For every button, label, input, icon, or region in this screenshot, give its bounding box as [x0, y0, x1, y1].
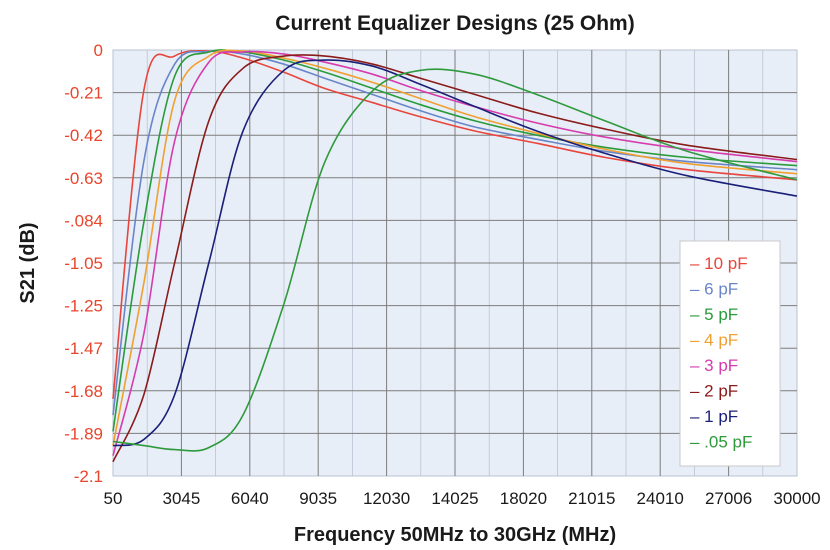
y-tick-label: -.084	[64, 211, 103, 230]
legend-item: – 10 pF	[690, 254, 748, 273]
x-tick-label: 3045	[162, 489, 200, 508]
legend-item: – 2 pF	[690, 382, 738, 401]
series-line-0	[112, 49, 798, 399]
x-axis-ticks: 50 3045 6040 9035 12030 14025 18020 21015 24010 2…	[104, 489, 821, 508]
x-tick-label: 21015	[568, 489, 615, 508]
y-tick-label: -0.63	[64, 169, 103, 188]
x-axis-title: Frequency 50MHz to 30GHz (MHz)	[294, 524, 616, 546]
legend-item: – 5 pF	[690, 305, 738, 324]
x-tick-label: 30000	[773, 489, 820, 508]
series-line-1	[112, 50, 798, 416]
y-tick-label: -1.47	[64, 339, 103, 358]
x-tick-label: 14025	[431, 489, 478, 508]
legend-item: – 6 pF	[690, 280, 738, 299]
y-tick-label: -2.1	[74, 467, 103, 486]
legend-box	[679, 240, 781, 467]
series-line-7	[112, 68, 798, 452]
series-lines	[112, 49, 798, 463]
legend-item: – 1 pF	[690, 407, 738, 426]
x-tick-label: 24010	[637, 489, 684, 508]
legend-item: – 3 pF	[690, 356, 738, 375]
legend: – 10 pF – 6 pF – 5 pF – 4 pF – 3 pF – 2 pF – 1…	[679, 240, 781, 467]
y-tick-label: -1.68	[64, 382, 103, 401]
legend-item: – .05 pF	[690, 433, 752, 452]
series-line-2	[112, 49, 798, 432]
x-tick-label: 6040	[231, 489, 269, 508]
y-axis-ticks: 0 -0.21 -0.42 -0.63 -.084 -1.05 -1.25 -1.47 -1.6…	[64, 41, 103, 486]
legend-item: – 4 pF	[690, 331, 738, 350]
x-tick-label: 27006	[705, 489, 752, 508]
x-tick-label: 50	[104, 489, 123, 508]
x-tick-label: 12030	[363, 489, 410, 508]
y-tick-label: 0	[94, 41, 103, 60]
series-line-3	[112, 49, 798, 446]
y-tick-label: -1.05	[64, 254, 103, 273]
chart-title: Current Equalizer Designs (25 Ohm)	[275, 12, 634, 35]
y-tick-label: -1.89	[64, 424, 103, 443]
y-tick-label: -1.25	[64, 297, 103, 316]
y-tick-label: -0.42	[64, 126, 103, 145]
series-line-4	[112, 50, 798, 456]
series-line-5	[112, 54, 798, 463]
x-tick-label: 18020	[500, 489, 547, 508]
y-axis-title: S21 (dB)	[17, 222, 39, 303]
series-line-6	[112, 59, 798, 447]
x-tick-label: 9035	[299, 489, 337, 508]
y-tick-label: -0.21	[64, 84, 103, 103]
